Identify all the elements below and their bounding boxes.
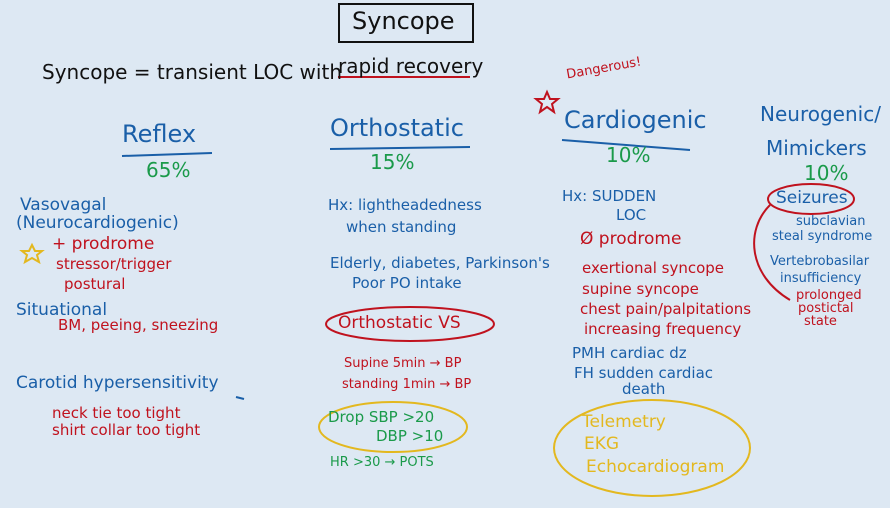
neurogenic-heading-line1: Neurogenic/ bbox=[760, 102, 881, 126]
neurogenic-percent: 10% bbox=[804, 161, 849, 185]
fh-line2: death bbox=[622, 380, 666, 398]
vertebrobasilar-line1: Vertebrobasilar bbox=[770, 254, 870, 269]
seizures-circle bbox=[767, 183, 855, 215]
vasovagal-label: Vasovagal bbox=[20, 195, 107, 215]
carotid-mark bbox=[235, 396, 245, 400]
cardiogenic-heading: Cardiogenic bbox=[564, 106, 707, 134]
ortho-hx-line2: when standing bbox=[346, 218, 457, 236]
cardio-hx-line2: LOC bbox=[616, 206, 647, 224]
seizures-label: Seizures bbox=[776, 188, 848, 208]
cardio-item-0: exertional syncope bbox=[582, 259, 725, 277]
orthostatic-vs-circle bbox=[325, 306, 495, 342]
cardio-item-2: chest pain/palpitations bbox=[580, 300, 752, 318]
orthostatic-heading: Orthostatic bbox=[330, 114, 464, 142]
cardiogenic-underline bbox=[561, 139, 691, 151]
pmh-cardiac: PMH cardiac dz bbox=[572, 344, 687, 362]
situational-examples: BM, peeing, sneezing bbox=[58, 316, 219, 334]
fh-line1: FH sudden cardiac bbox=[574, 364, 714, 382]
neurocardiogenic-label: (Neurocardiogenic) bbox=[16, 213, 179, 233]
subclavian-line1: subclavian bbox=[796, 214, 866, 229]
vertebrobasilar-line2: insufficiency bbox=[780, 271, 862, 286]
page-title: Syncope bbox=[352, 7, 455, 35]
ortho-hx-line1: Hx: lightheadedness bbox=[328, 196, 482, 214]
postictal-line2: postictal bbox=[798, 301, 854, 316]
standing-bp: standing 1min → BP bbox=[342, 377, 472, 392]
carotid-label: Carotid hypersensitivity bbox=[16, 373, 219, 393]
ortho-risk-line1: Elderly, diabetes, Parkinson's bbox=[330, 254, 550, 272]
definition-highlight: rapid recovery bbox=[338, 54, 484, 78]
orthostatic-underline bbox=[329, 146, 471, 150]
workup-telemetry: Telemetry bbox=[582, 412, 666, 432]
ortho-risk-line2: Poor PO intake bbox=[352, 274, 462, 292]
workup-ekg: EKG bbox=[584, 434, 620, 454]
title-box bbox=[338, 3, 474, 43]
postictal-line1: prolonged bbox=[796, 288, 862, 303]
cardiogenic-percent: 10% bbox=[606, 143, 651, 167]
cardio-item-3: increasing frequency bbox=[584, 320, 742, 338]
workup-echo: Echocardiogram bbox=[586, 457, 725, 477]
necktie-label: neck tie too tight bbox=[52, 404, 181, 422]
orthostatic-vs-label: Orthostatic VS bbox=[338, 313, 461, 333]
drop-bp-circle bbox=[318, 401, 468, 453]
prodrome-label: + prodrome bbox=[52, 234, 155, 254]
yellow-star-icon bbox=[19, 242, 45, 265]
postictal-line3: state bbox=[804, 314, 837, 329]
drop-sbp: Drop SBP >20 bbox=[328, 408, 435, 426]
seizures-bracket bbox=[753, 204, 791, 301]
workup-circle bbox=[553, 399, 751, 497]
reflex-heading: Reflex bbox=[122, 120, 197, 148]
hr-pots: HR >30 → POTS bbox=[330, 455, 434, 470]
orthostatic-percent: 15% bbox=[370, 150, 415, 174]
red-star-icon bbox=[533, 89, 561, 115]
no-prodrome: Ø prodrome bbox=[580, 229, 682, 249]
reflex-underline bbox=[121, 152, 213, 157]
neurogenic-heading-line2: Mimickers bbox=[766, 136, 867, 160]
stressor-label: stressor/trigger bbox=[56, 255, 172, 273]
definition-text: Syncope = transient LOC with bbox=[42, 60, 342, 84]
cardio-item-1: supine syncope bbox=[582, 280, 699, 298]
postural-label: postural bbox=[64, 275, 126, 293]
cardio-hx-line1: Hx: SUDDEN bbox=[562, 187, 657, 205]
drop-dbp: DBP >10 bbox=[376, 427, 444, 445]
situational-label: Situational bbox=[16, 300, 108, 320]
reflex-percent: 65% bbox=[146, 158, 191, 182]
subclavian-line2: steal syndrome bbox=[772, 229, 873, 244]
supine-bp: Supine 5min → BP bbox=[344, 356, 462, 371]
shirt-collar-label: shirt collar too tight bbox=[52, 421, 201, 439]
